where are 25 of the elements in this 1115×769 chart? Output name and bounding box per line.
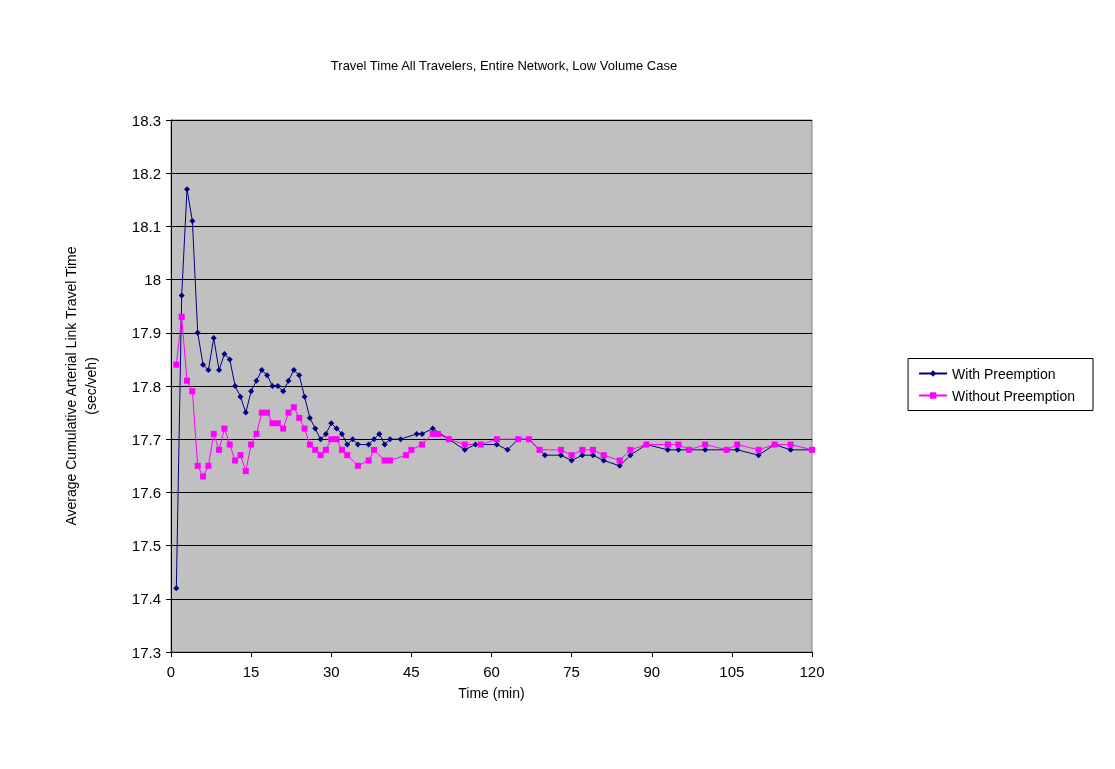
x-tick-label: 60: [483, 663, 500, 680]
x-tick-label: 30: [322, 663, 340, 680]
y-tick-label: 17.4: [131, 590, 161, 608]
y-tick-label: 17.5: [131, 537, 161, 555]
x-tick-label: 75: [563, 663, 580, 680]
x-tick-label: 15: [242, 663, 260, 680]
y-tick-label: 17.8: [131, 377, 161, 395]
y-tick-label: 18.1: [131, 217, 161, 235]
x-tick-label: 105: [719, 663, 745, 680]
x-axis-title: Time (min): [458, 685, 525, 701]
x-tick-label: 90: [643, 663, 661, 680]
y-tick-label: 17.9: [131, 324, 161, 342]
y-tick-label: 18.3: [131, 111, 161, 129]
legend-label: Without Preemption: [952, 387, 1076, 404]
y-tick-label: 18: [144, 271, 161, 289]
y-axis-title: Average Cumulative Arterial Link Travel Time (sec/veh): [63, 246, 99, 526]
y-tick-label: 17.3: [131, 643, 161, 661]
y-tick-label: 17.7: [131, 430, 161, 448]
y-tick-label: 17.6: [131, 483, 161, 501]
x-tick-label: 0: [166, 663, 176, 680]
x-tick-label: 120: [799, 663, 825, 680]
x-tick-label: 45: [403, 663, 420, 680]
legend-label: With Preemption: [952, 365, 1056, 382]
chart-title: Travel Time All Travelers, Entire Network, Low Volume Case: [330, 58, 678, 73]
y-tick-label: 18.2: [131, 164, 161, 182]
